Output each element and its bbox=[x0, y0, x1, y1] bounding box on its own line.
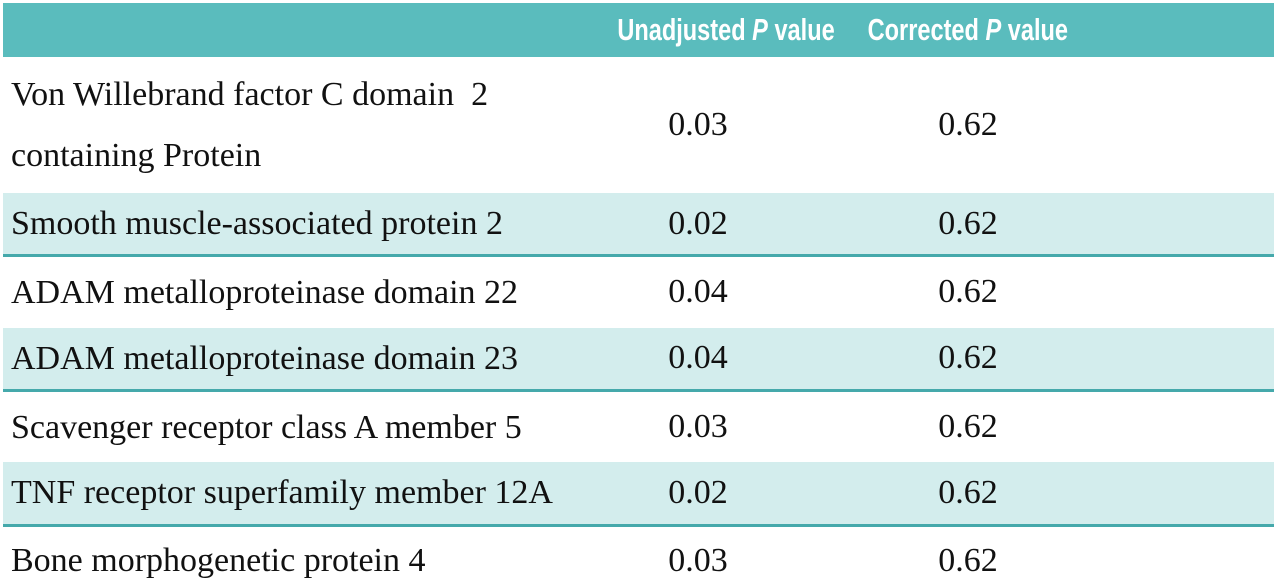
corrected-p-cell: 0.62 bbox=[813, 327, 1123, 392]
spacer-cell bbox=[1123, 390, 1274, 462]
spacer-cell bbox=[1123, 462, 1274, 527]
table-row: Smooth muscle-associated protein 2 0.02 … bbox=[3, 193, 1274, 258]
header-unadjusted-prefix: Unadjusted bbox=[617, 12, 746, 47]
header-gene-name bbox=[3, 3, 583, 57]
header-corrected-p-italic: P bbox=[985, 12, 1002, 47]
corrected-p-cell: 0.62 bbox=[813, 462, 1123, 527]
header-unadjusted-suffix: value bbox=[774, 12, 835, 47]
table-row: ADAM metalloproteinase domain 22 0.04 0.… bbox=[3, 255, 1274, 328]
gene-name-cell: Smooth muscle-associated protein 2 bbox=[3, 193, 583, 258]
corrected-p-cell: 0.62 bbox=[938, 542, 998, 580]
gene-name-cell: ADAM metalloproteinase domain 22 bbox=[11, 273, 519, 311]
spacer-cell bbox=[1123, 256, 1274, 328]
unadjusted-p-cell: 0.04 bbox=[668, 273, 728, 311]
gene-name-cell: Von Willebrand factor C domain 2 contain… bbox=[11, 75, 489, 174]
unadjusted-p-cell: 0.03 bbox=[668, 106, 728, 144]
header-corrected-p: Corrected P value bbox=[813, 3, 1123, 57]
header-unadjusted-p-italic: P bbox=[752, 12, 768, 47]
unadjusted-p-cell: 0.02 bbox=[583, 462, 813, 527]
unadjusted-p-cell: 0.04 bbox=[583, 327, 813, 392]
corrected-p-cell: 0.62 bbox=[813, 193, 1123, 258]
corrected-p-cell: 0.62 bbox=[938, 408, 998, 446]
gene-name-cell: Scavenger receptor class A member 5 bbox=[11, 408, 522, 446]
table-row: Scavenger receptor class A member 5 0.03… bbox=[3, 390, 1274, 463]
header-corrected-p-label: Corrected P value bbox=[868, 12, 1068, 48]
corrected-p-cell: 0.62 bbox=[938, 106, 998, 144]
unadjusted-p-cell: 0.03 bbox=[668, 408, 728, 446]
pvalue-table: Unadjusted P value Corrected P value Von… bbox=[3, 3, 1274, 582]
corrected-p-cell: 0.62 bbox=[938, 273, 998, 311]
header-row: Unadjusted P value Corrected P value bbox=[3, 3, 1274, 57]
table-row: ADAM metalloproteinase domain 23 0.04 0.… bbox=[3, 327, 1274, 392]
gene-name-cell: Bone morphogenetic protein 4 bbox=[11, 542, 426, 580]
header-corrected-prefix: Corrected bbox=[867, 12, 980, 47]
unadjusted-p-cell: 0.03 bbox=[668, 542, 728, 580]
header-spacer bbox=[1123, 3, 1274, 57]
table-row: Von Willebrand factor C domain 2 contain… bbox=[3, 57, 1274, 193]
unadjusted-p-cell: 0.02 bbox=[583, 193, 813, 258]
gene-name-cell: TNF receptor superfamily member 12A bbox=[3, 462, 583, 527]
spacer-cell bbox=[1123, 193, 1274, 258]
gene-name-cell: ADAM metalloproteinase domain 23 bbox=[3, 327, 583, 392]
header-unadjusted-p-label: Unadjusted P value bbox=[617, 12, 834, 48]
table-row: TNF receptor superfamily member 12A 0.02… bbox=[3, 462, 1274, 527]
spacer-cell bbox=[1123, 57, 1274, 193]
header-corrected-suffix: value bbox=[1007, 12, 1069, 47]
table-row: Bone morphogenetic protein 4 0.03 0.62 bbox=[3, 525, 1274, 582]
header-unadjusted-p: Unadjusted P value bbox=[583, 3, 834, 57]
spacer-cell bbox=[1123, 525, 1274, 582]
spacer-cell bbox=[1123, 327, 1274, 392]
